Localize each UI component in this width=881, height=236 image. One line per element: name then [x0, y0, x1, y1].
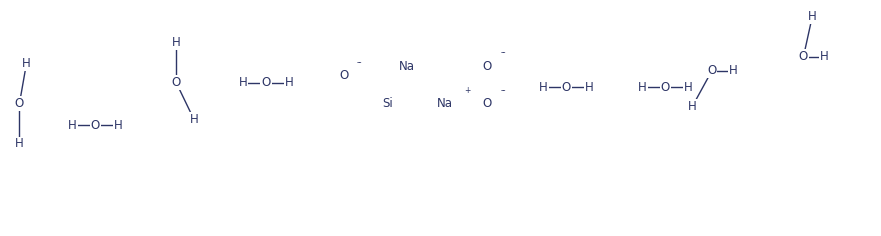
Text: O: O	[707, 64, 716, 77]
Text: Na: Na	[399, 59, 415, 73]
Text: H: H	[15, 137, 24, 151]
Text: H: H	[684, 81, 692, 94]
Text: O: O	[339, 69, 348, 82]
Text: --: --	[500, 49, 506, 58]
Text: H: H	[239, 76, 248, 89]
Text: H: H	[189, 113, 198, 126]
Text: H: H	[688, 100, 697, 113]
Text: O: O	[91, 118, 100, 132]
Text: H: H	[808, 10, 817, 23]
Text: Na: Na	[437, 97, 453, 110]
Text: O: O	[172, 76, 181, 89]
Text: O: O	[262, 76, 270, 89]
Text: --: --	[500, 86, 506, 95]
Text: O: O	[661, 81, 670, 94]
Text: H: H	[114, 118, 122, 132]
Text: H: H	[68, 118, 77, 132]
Text: O: O	[15, 97, 24, 110]
Text: O: O	[483, 97, 492, 110]
Text: H: H	[729, 64, 737, 77]
Text: H: H	[585, 81, 594, 94]
Text: H: H	[172, 36, 181, 49]
Text: H: H	[285, 76, 293, 89]
Text: +: +	[464, 86, 470, 95]
Text: O: O	[483, 59, 492, 73]
Text: H: H	[820, 50, 829, 63]
Text: H: H	[638, 81, 647, 94]
Text: H: H	[539, 81, 548, 94]
Text: H: H	[22, 57, 31, 70]
Text: Si: Si	[382, 97, 393, 110]
Text: O: O	[562, 81, 571, 94]
Text: O: O	[799, 50, 808, 63]
Text: --: --	[357, 58, 362, 67]
